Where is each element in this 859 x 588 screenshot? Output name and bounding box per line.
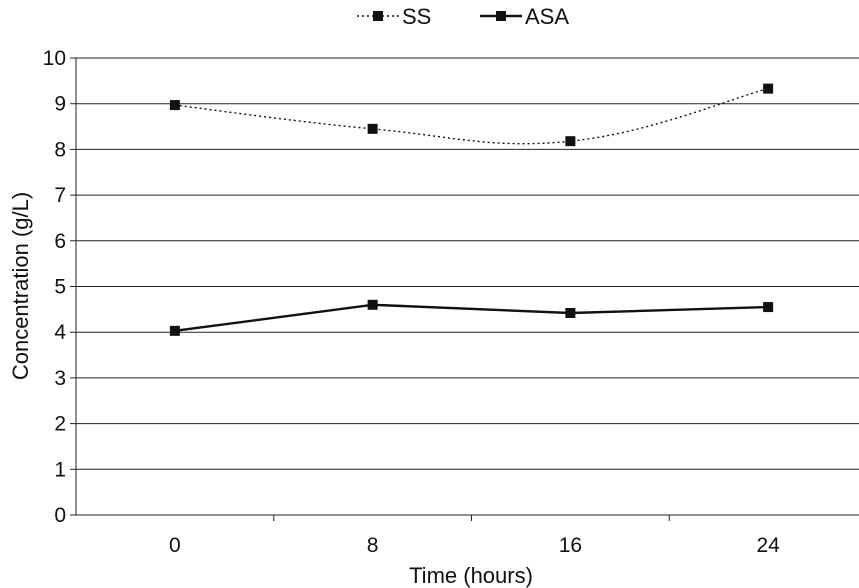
x-tick-label-1: 8 — [367, 534, 379, 557]
x-tick-label-3: 24 — [756, 534, 780, 557]
y-tick-label-0: 0 — [54, 504, 66, 527]
legend-label-asa: ASA — [525, 4, 569, 29]
x-tick-label-2: 16 — [559, 534, 582, 557]
y-tick-label-6: 6 — [54, 230, 66, 253]
legend-label-ss: SS — [402, 4, 431, 29]
series-layer — [169, 83, 774, 336]
y-tick-label-1: 1 — [54, 458, 66, 481]
y-tick-label-10: 10 — [43, 47, 66, 70]
legend: SS ASA — [357, 4, 569, 29]
data-point-ss-16 — [565, 136, 576, 147]
y-tick-label-8: 8 — [54, 138, 66, 161]
y-tick-label-7: 7 — [54, 184, 66, 207]
axes: 0 1 2 3 4 5 6 7 8 9 10 0 8 16 24 — [43, 47, 859, 557]
series-line-asa — [174, 303, 769, 333]
x-axis-title: Time (hours) — [409, 563, 533, 588]
y-tick-label-9: 9 — [54, 93, 66, 116]
y-tick-label-5: 5 — [54, 276, 66, 299]
series-line-ss — [174, 87, 769, 145]
data-point-asa-16 — [565, 308, 576, 319]
data-point-asa-24 — [763, 302, 774, 313]
data-point-asa-8 — [367, 299, 378, 310]
y-tick-label-2: 2 — [54, 413, 66, 436]
data-point-ss-24 — [763, 83, 774, 94]
data-point-ss-8 — [367, 123, 378, 134]
y-axis-title: Concentration (g/L) — [8, 192, 33, 380]
y-tick-label-3: 3 — [54, 367, 66, 390]
y-tick-label-4: 4 — [54, 321, 66, 344]
data-point-ss-0 — [169, 100, 180, 111]
legend-marker-asa — [496, 11, 506, 21]
x-tick-label-0: 0 — [169, 534, 181, 557]
legend-marker-ss — [373, 11, 383, 21]
data-point-asa-0 — [169, 325, 180, 336]
gridlines — [76, 57, 859, 470]
